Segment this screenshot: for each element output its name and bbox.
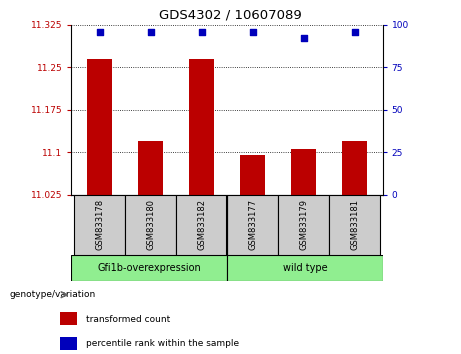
- Bar: [125, 195, 176, 255]
- Bar: [176, 195, 227, 255]
- Bar: [329, 195, 380, 255]
- Bar: [138, 141, 163, 195]
- Bar: [227, 195, 278, 255]
- Bar: [74, 195, 125, 255]
- Point: [351, 29, 358, 34]
- Text: GDS4302 / 10607089: GDS4302 / 10607089: [159, 9, 302, 22]
- Point: [198, 29, 205, 34]
- Text: GSM833178: GSM833178: [95, 199, 104, 250]
- Text: transformed count: transformed count: [86, 315, 170, 325]
- Text: GSM833182: GSM833182: [197, 199, 206, 250]
- Bar: [60, 337, 77, 350]
- Text: wild type: wild type: [283, 263, 327, 273]
- Bar: [60, 312, 77, 325]
- Text: Gfi1b-overexpression: Gfi1b-overexpression: [97, 263, 201, 273]
- Text: GSM833177: GSM833177: [248, 199, 257, 250]
- Bar: [71, 255, 227, 281]
- Bar: [227, 255, 383, 281]
- Bar: [240, 155, 265, 195]
- Text: GSM833180: GSM833180: [146, 199, 155, 250]
- Point: [96, 29, 103, 34]
- Text: genotype/variation: genotype/variation: [9, 290, 95, 299]
- Bar: [278, 195, 329, 255]
- Text: GSM833181: GSM833181: [350, 199, 359, 250]
- Point: [300, 35, 307, 41]
- Bar: [189, 59, 214, 195]
- Bar: [87, 59, 112, 195]
- Text: percentile rank within the sample: percentile rank within the sample: [86, 339, 239, 348]
- Bar: [342, 141, 367, 195]
- Point: [249, 29, 256, 34]
- Point: [147, 29, 154, 34]
- Text: GSM833179: GSM833179: [299, 199, 308, 250]
- Bar: [291, 149, 316, 195]
